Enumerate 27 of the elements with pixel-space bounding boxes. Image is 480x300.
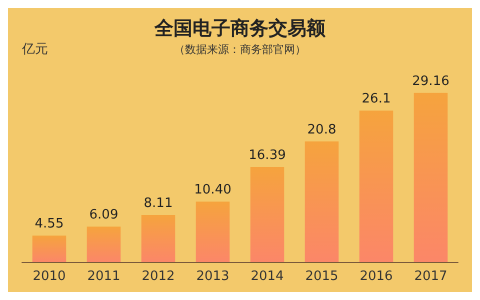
bar (250, 166, 284, 262)
x-tick-label: 2011 (87, 269, 120, 284)
data-label: 8.11 (144, 196, 173, 211)
chart-title: 全国电子商务交易额 (154, 18, 326, 40)
data-label: 20.8 (307, 122, 336, 138)
bar (141, 214, 176, 262)
bar (32, 236, 66, 262)
y-axis-title: 亿元 (21, 42, 48, 57)
x-tick-label: 2015 (305, 269, 338, 284)
x-tick-label: 2016 (360, 269, 393, 284)
bar (86, 226, 121, 262)
data-label: 10.40 (194, 182, 232, 198)
x-tick-label: 2014 (250, 269, 284, 284)
data-label: 26.1 (362, 92, 391, 107)
x-tick-label: 2012 (142, 269, 175, 284)
bar (359, 110, 394, 262)
x-tick-label: 2013 (196, 269, 230, 284)
data-label: 6.09 (89, 208, 118, 223)
bar (304, 141, 339, 262)
data-label: 29.16 (412, 74, 450, 89)
x-tick-label: 2010 (32, 269, 66, 284)
chart-subtitle: （数据来源：商务部官网） (174, 43, 306, 56)
bar (414, 92, 448, 262)
x-tick-label: 2017 (414, 269, 448, 284)
data-label: 16.39 (248, 148, 286, 163)
bar (196, 202, 230, 262)
data-label: 4.55 (34, 216, 64, 232)
